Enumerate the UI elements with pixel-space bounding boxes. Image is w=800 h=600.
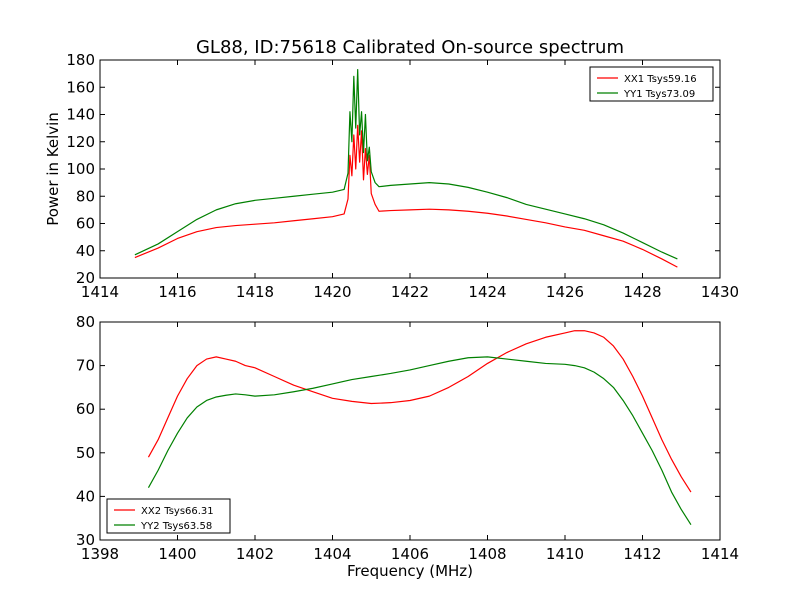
top-plot-panel: 1414 1416 1418 1420 1422 1424 1426 1428 1430 20 40… (44, 51, 739, 301)
top-x-tick-label: 1430 (701, 283, 739, 301)
bottom-x-tick-label: 1398 (81, 545, 119, 563)
bottom-y-tick-label: 30 (76, 531, 95, 549)
top-y-tick-label: 80 (76, 187, 95, 205)
bottom-x-tick-label: 1406 (391, 545, 429, 563)
bottom-plot-panel: 1398 1400 1402 1404 1406 1408 1410 1412 1414 30 40… (76, 313, 739, 580)
bottom-x-tick-label: 1402 (236, 545, 274, 563)
bottom-x-tick-label: 1414 (701, 545, 739, 563)
bottom-x-tick-label: 1408 (468, 545, 506, 563)
top-y-tick-label: 180 (66, 51, 95, 69)
bottom-x-tick-label: 1410 (546, 545, 584, 563)
top-y-tick-label: 120 (66, 133, 95, 151)
bottom-legend-label-2: YY2 Tsys63.58 (140, 521, 212, 532)
bottom-series-2-line (147, 356, 692, 526)
bottom-y-tick-label: 40 (76, 487, 95, 505)
bottom-legend-label-1: XX2 Tsys66.31 (141, 506, 214, 517)
bottom-x-tick-label: 1400 (158, 545, 196, 563)
top-series-1-line (134, 124, 678, 268)
bottom-legend (106, 498, 231, 534)
chart-title: GL88, ID:75618 Calibrated On-source spec… (196, 37, 624, 58)
top-legend-label-2: YY1 Tsys73.09 (623, 89, 695, 100)
top-x-tick-label: 1414 (81, 283, 119, 301)
bottom-y-tick-label: 80 (76, 313, 95, 331)
bottom-series-1-line (147, 330, 692, 493)
top-y-tick-label: 100 (66, 160, 95, 178)
top-y-tick-label: 60 (76, 215, 95, 233)
top-y-tick-label: 20 (76, 269, 95, 287)
top-x-tick-label: 1428 (623, 283, 661, 301)
top-x-tick-label: 1424 (468, 283, 506, 301)
top-legend (589, 66, 714, 102)
top-x-tick-label: 1418 (236, 283, 274, 301)
bottom-x-tick-label: 1404 (313, 545, 351, 563)
top-series-2-line (134, 68, 678, 260)
top-y-tick-label: 40 (76, 242, 95, 260)
bottom-y-tick-label: 50 (76, 444, 95, 462)
bottom-x-tick-label: 1412 (623, 545, 661, 563)
top-legend-label-1: XX1 Tsys59.16 (624, 74, 697, 85)
top-y-tick-label: 160 (66, 78, 95, 96)
ylabel-top: Power in Kelvin (44, 112, 62, 226)
top-x-tick-label: 1416 (158, 283, 196, 301)
top-x-tick-label: 1422 (391, 283, 429, 301)
top-x-tick-label: 1426 (546, 283, 584, 301)
xlabel-bottom: Frequency (MHz) (347, 562, 473, 580)
top-x-tick-label: 1420 (313, 283, 351, 301)
bottom-y-tick-label: 60 (76, 400, 95, 418)
bottom-y-tick-label: 70 (76, 357, 95, 375)
top-y-tick-label: 140 (66, 106, 95, 124)
